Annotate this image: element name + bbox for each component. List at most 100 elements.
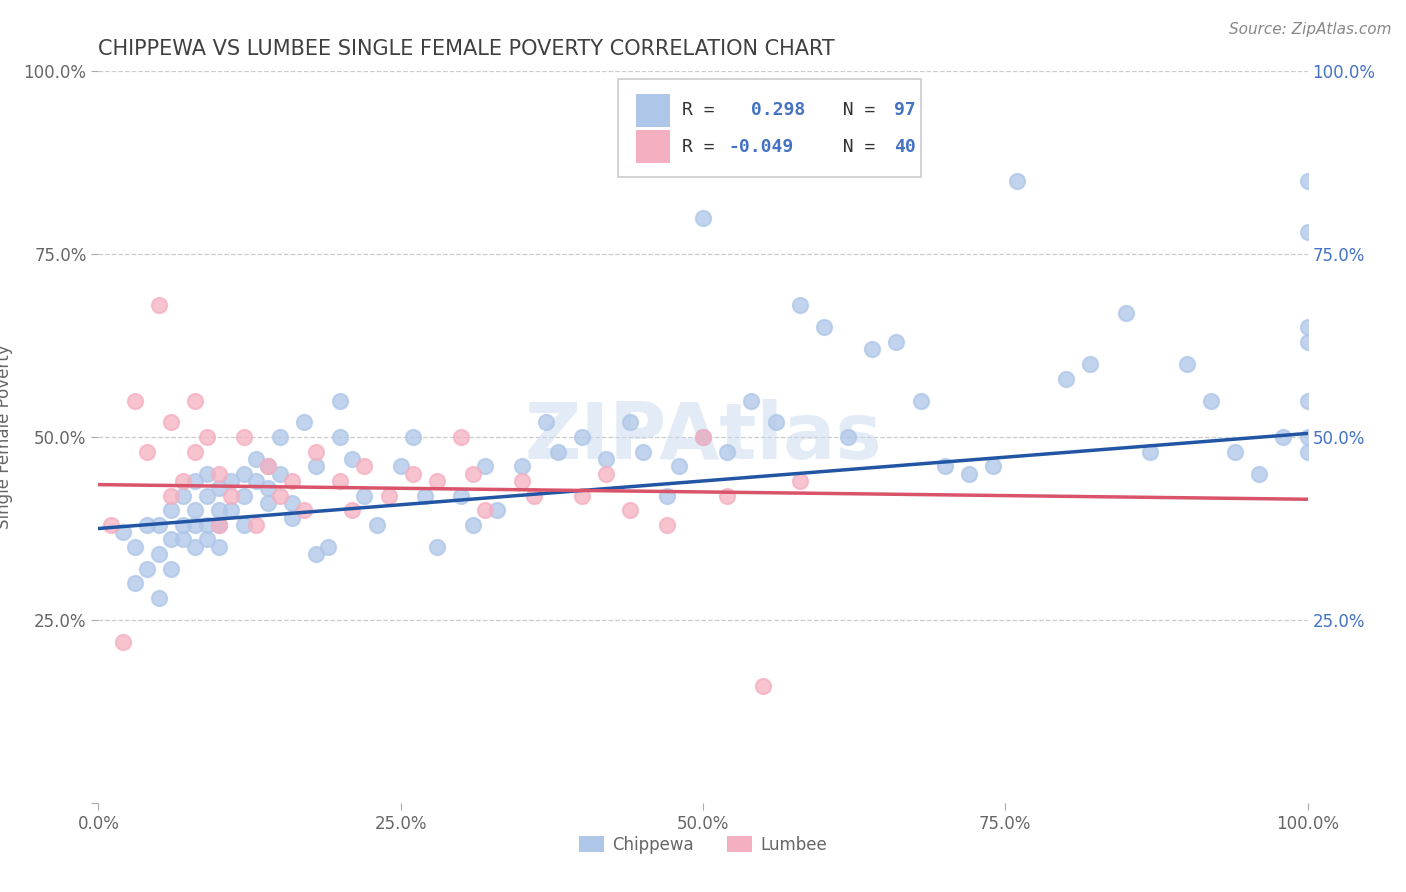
Point — [1115, 306, 1137, 320]
Text: CHIPPEWA VS LUMBEE SINGLE FEMALE POVERTY CORRELATION CHART: CHIPPEWA VS LUMBEE SINGLE FEMALE POVERTY… — [98, 38, 835, 59]
Point — [463, 467, 485, 481]
Text: ZIPAtlas: ZIPAtlas — [524, 399, 882, 475]
Text: R =: R = — [682, 101, 725, 120]
Point — [342, 452, 364, 467]
Point — [463, 517, 485, 532]
Point — [813, 320, 835, 334]
Text: R =: R = — [682, 137, 725, 156]
Point — [232, 489, 254, 503]
Text: 0.298: 0.298 — [741, 101, 806, 120]
Point — [195, 517, 218, 532]
Point — [413, 489, 436, 503]
Point — [208, 517, 231, 532]
Point — [269, 489, 291, 503]
Point — [426, 540, 449, 554]
Point — [752, 679, 775, 693]
Point — [1078, 357, 1101, 371]
Point — [1175, 357, 1198, 371]
Text: Source: ZipAtlas.com: Source: ZipAtlas.com — [1229, 22, 1392, 37]
Point — [1296, 320, 1319, 334]
Point — [208, 517, 231, 532]
Point — [389, 459, 412, 474]
Point — [208, 503, 231, 517]
Point — [256, 481, 278, 495]
Point — [195, 467, 218, 481]
Point — [1296, 430, 1319, 444]
Point — [837, 430, 859, 444]
Point — [305, 547, 328, 561]
Point — [474, 459, 496, 474]
Point — [256, 496, 278, 510]
Point — [135, 444, 157, 458]
Point — [957, 467, 980, 481]
Point — [245, 517, 267, 532]
Y-axis label: Single Female Poverty: Single Female Poverty — [0, 345, 13, 529]
Point — [160, 503, 183, 517]
Point — [256, 459, 278, 474]
Point — [510, 459, 533, 474]
Point — [1296, 334, 1319, 349]
Point — [208, 540, 231, 554]
Point — [124, 540, 146, 554]
Point — [221, 503, 243, 517]
Point — [172, 489, 194, 503]
Point — [619, 503, 641, 517]
Point — [172, 533, 194, 547]
FancyBboxPatch shape — [637, 94, 671, 127]
Point — [1296, 225, 1319, 239]
Legend: Chippewa, Lumbee: Chippewa, Lumbee — [572, 829, 834, 860]
Point — [269, 467, 291, 481]
Point — [305, 444, 328, 458]
Point — [184, 540, 207, 554]
Point — [860, 343, 883, 357]
Point — [765, 416, 787, 430]
Point — [208, 481, 231, 495]
Point — [281, 474, 304, 488]
Point — [232, 467, 254, 481]
Point — [619, 416, 641, 430]
Point — [100, 517, 122, 532]
Point — [740, 393, 762, 408]
Point — [886, 334, 908, 349]
Point — [981, 459, 1004, 474]
Point — [148, 547, 170, 561]
Point — [668, 459, 690, 474]
Point — [148, 591, 170, 605]
Point — [571, 489, 593, 503]
Point — [1296, 444, 1319, 458]
Point — [195, 533, 218, 547]
Point — [1139, 444, 1161, 458]
Point — [450, 489, 472, 503]
Point — [160, 489, 183, 503]
Point — [184, 393, 207, 408]
Point — [281, 510, 304, 524]
Point — [221, 474, 243, 488]
Point — [329, 474, 352, 488]
Text: N =: N = — [821, 137, 887, 156]
Point — [111, 525, 134, 540]
Point — [208, 467, 231, 481]
Point — [655, 489, 678, 503]
FancyBboxPatch shape — [637, 130, 671, 163]
Point — [232, 517, 254, 532]
Point — [1223, 444, 1246, 458]
Point — [571, 430, 593, 444]
Point — [1054, 371, 1077, 385]
Point — [692, 430, 714, 444]
Point — [716, 489, 738, 503]
Point — [184, 503, 207, 517]
Point — [789, 474, 811, 488]
Point — [305, 459, 328, 474]
Point — [124, 576, 146, 591]
Point — [486, 503, 509, 517]
Point — [450, 430, 472, 444]
Point — [595, 467, 617, 481]
Point — [135, 562, 157, 576]
Point — [595, 452, 617, 467]
Point — [184, 444, 207, 458]
Text: 97: 97 — [894, 101, 915, 120]
Point — [329, 393, 352, 408]
Point — [547, 444, 569, 458]
Point — [160, 533, 183, 547]
Point — [245, 474, 267, 488]
